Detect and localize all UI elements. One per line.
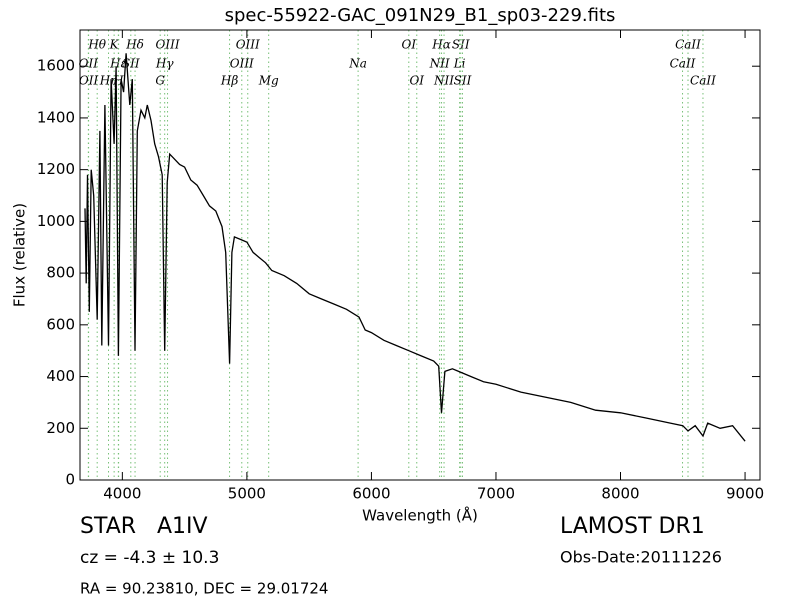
y-tick-label: 0 [65,471,75,489]
spectral-line-label: Hθ [87,38,106,52]
y-tick-label: 800 [46,264,75,282]
spectral-line-label: K [109,38,120,52]
spectral-line-label: SII [452,38,470,52]
spectral-line-label: Na [348,57,367,71]
spectral-line-label: OI [402,38,417,52]
spectral-line-label: CaII [690,74,716,88]
spectral-line-label: G [155,74,165,88]
spectral-line-label: Hε [109,57,127,71]
x-tick-label: 6000 [352,485,390,503]
spectral-line-label: CaII [675,38,701,52]
x-tick-label: 9000 [726,485,764,503]
x-tick-label: 7000 [477,485,515,503]
spectral-line-label: Hα [431,38,451,52]
spectral-line-label: CaII [670,57,696,71]
y-tick-label: 200 [46,419,75,437]
y-axis-label: Flux (relative) [11,203,29,307]
spectral-line-label: SII [454,74,472,88]
spectral-line-label: Hη [99,74,118,88]
coordinates: RA = 90.23810, DEC = 29.01724 [80,580,328,598]
spectral-line-label: OIII [230,57,254,71]
spectral-class: STAR A1IV [80,514,208,539]
spectrum-line [84,53,746,442]
y-tick-label: 1000 [37,212,75,230]
x-tick-label: 4000 [103,485,141,503]
x-tick-label: 8000 [601,485,639,503]
y-tick-label: 1400 [37,108,75,126]
chart-title: spec-55922-GAC_091N29_B1_sp03-229.fits [225,5,616,26]
obs-date: Obs-Date:20111226 [560,548,722,567]
spectral-line-label: OIII [236,38,260,52]
spectral-line-label: OII [79,74,99,88]
redshift: cz = -4.3 ± 10.3 [80,548,219,568]
y-tick-label: 1600 [37,57,75,75]
y-tick-label: 600 [46,315,75,333]
spectral-line-label: Hβ [220,74,238,88]
spectral-line-label: OIII [156,38,180,52]
spectral-line-label: Hδ [125,38,144,52]
spectral-line-label: NII [429,57,450,71]
spectral-line-label: Mg [258,74,279,88]
spectral-line-label: OII [79,57,99,71]
x-axis-label: Wavelength (Å) [362,506,478,525]
spectral-line-label: Li [453,57,466,71]
spectral-line-label: Hγ [155,57,174,71]
spectral-line-label: NII [433,74,454,88]
y-tick-label: 1200 [37,160,75,178]
plot-frame [79,29,761,481]
spectral-line-label: OI [409,74,424,88]
x-tick-label: 5000 [228,485,266,503]
survey: LAMOST DR1 [560,514,705,539]
y-tick-label: 400 [46,367,75,385]
